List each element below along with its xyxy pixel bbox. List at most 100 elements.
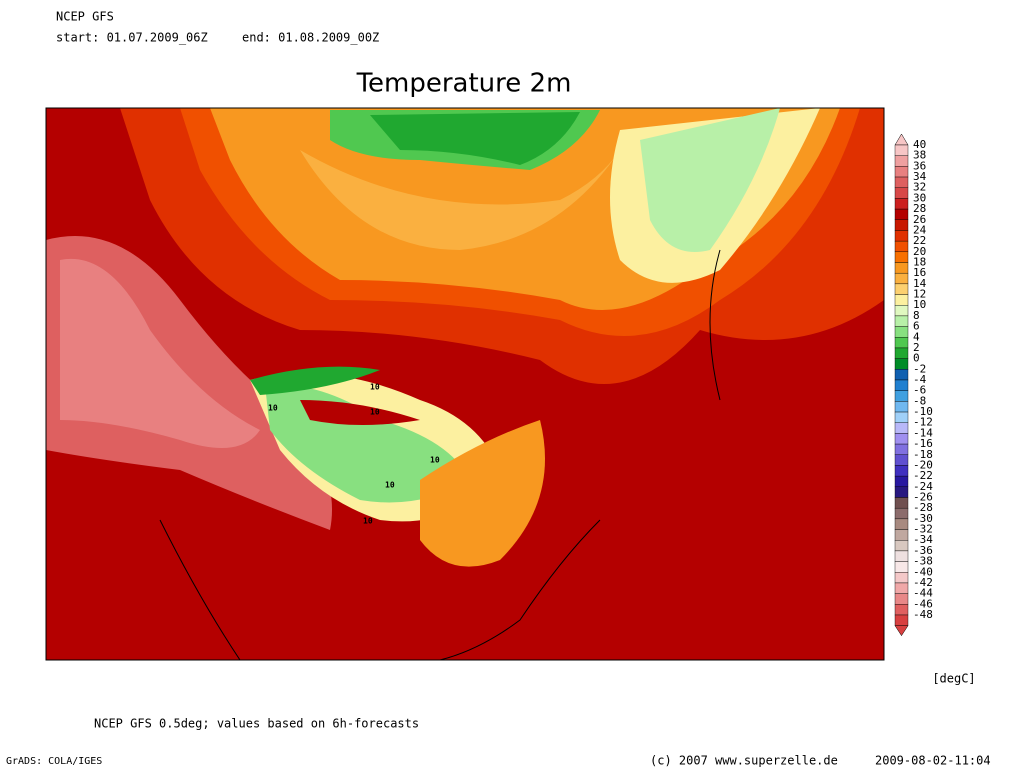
colorbar-label: 22 <box>913 234 926 247</box>
colorbar-swatch <box>894 326 909 338</box>
colorbar-label: -16 <box>913 437 933 450</box>
colorbar-swatch <box>894 379 909 391</box>
map: 10 10 10 10 10 10 <box>45 107 885 661</box>
colorbar-swatch <box>894 390 909 402</box>
colorbar-swatch <box>894 518 909 530</box>
colorbar-label: -22 <box>913 469 933 482</box>
colorbar-label: -26 <box>913 491 933 504</box>
temperature-field <box>640 108 780 252</box>
contour-label: 10 <box>370 383 380 392</box>
colorbar-swatch <box>894 454 909 466</box>
software-credit: GrADS: COLA/IGES <box>6 756 102 767</box>
colorbar-swatch <box>894 443 909 455</box>
colorbar-swatch <box>894 497 909 509</box>
colorbar-label: 12 <box>913 288 926 301</box>
colorbar-label: -20 <box>913 458 933 471</box>
colorbar-label: 16 <box>913 266 926 279</box>
colorbar-swatch <box>894 176 909 188</box>
colorbar-swatch <box>894 251 909 263</box>
colorbar-swatch <box>894 422 909 434</box>
colorbar-swatch <box>894 593 909 605</box>
colorbar-label: -42 <box>913 576 933 589</box>
colorbar-label: -34 <box>913 533 933 546</box>
model-name: NCEP GFS <box>56 10 114 24</box>
coastline <box>159 519 241 660</box>
colorbar-label: -24 <box>913 480 933 493</box>
colorbar-swatch <box>894 155 909 167</box>
colorbar-swatch <box>894 614 909 626</box>
colorbar-label: -4 <box>913 373 927 386</box>
timestamp: 2009-08-02-11:04 <box>875 754 991 768</box>
contour-label: 10 <box>363 517 373 526</box>
colorbar-swatch <box>894 166 909 178</box>
contour-label: 10 <box>268 404 278 413</box>
colorbar: 4038363432302826242220181614121086420-2-… <box>894 133 933 637</box>
colorbar-swatch <box>894 411 909 423</box>
colorbar-swatch <box>894 582 909 594</box>
colorbar-swatch <box>894 529 909 541</box>
colorbar-label: -28 <box>913 501 933 514</box>
colorbar-swatch <box>894 294 909 306</box>
colorbar-swatch <box>894 198 909 210</box>
colorbar-label: -2 <box>913 362 926 375</box>
temperature-field <box>300 400 420 425</box>
colorbar-swatch <box>894 540 909 552</box>
colorbar-label: 20 <box>913 245 926 258</box>
colorbar-label: 40 <box>913 138 926 151</box>
coastline <box>439 519 601 660</box>
contour-label: 10 <box>430 456 440 465</box>
colorbar-label: 26 <box>913 213 926 226</box>
colorbar-swatch <box>894 358 909 370</box>
temperature-field <box>420 420 545 567</box>
colorbar-label: 32 <box>913 181 926 194</box>
temperature-field <box>300 150 620 250</box>
colorbar-label: -44 <box>913 587 933 600</box>
contour-label: 10 <box>370 408 380 417</box>
colorbar-label: -14 <box>913 426 933 439</box>
unit-label: [degC] <box>932 672 975 686</box>
colorbar-label: 0 <box>913 352 920 365</box>
colorbar-label: -40 <box>913 565 933 578</box>
colorbar-label: 10 <box>913 298 926 311</box>
temperature-field <box>370 112 580 165</box>
colorbar-label: -18 <box>913 448 933 461</box>
colorbar-label: 4 <box>913 330 920 343</box>
colorbar-label: 36 <box>913 159 926 172</box>
colorbar-label: -48 <box>913 608 933 621</box>
colorbar-label: 18 <box>913 256 926 269</box>
colorbar-swatch <box>894 507 909 520</box>
end-time: end: 01.08.2009_00Z <box>242 31 379 45</box>
colorbar-swatch <box>894 219 909 231</box>
colorbar-label: 30 <box>913 191 926 204</box>
colorbar-label: 14 <box>913 277 927 290</box>
colorbar-swatch <box>894 144 909 156</box>
colorbar-swatch <box>894 240 909 253</box>
colorbar-swatch <box>894 369 909 381</box>
start-time: start: 01.07.2009_06Z <box>56 31 208 45</box>
colorbar-swatch <box>894 315 909 327</box>
colorbar-label: -6 <box>913 384 926 397</box>
colorbar-swatch <box>894 561 909 573</box>
colorbar-label: 2 <box>913 341 920 354</box>
colorbar-swatch <box>894 305 909 317</box>
colorbar-label: -10 <box>913 405 933 418</box>
colorbar-swatch <box>894 572 909 584</box>
colorbar-swatch <box>894 230 909 242</box>
colorbar-swatch <box>894 262 909 274</box>
copyright: (c) 2007 www.superzelle.de <box>650 754 838 768</box>
colorbar-swatch <box>894 337 909 349</box>
colorbar-label: -30 <box>913 512 933 525</box>
colorbar-label: -46 <box>913 597 933 610</box>
colorbar-swatch <box>894 550 909 562</box>
temperature-field <box>250 366 380 395</box>
colorbar-swatch <box>894 465 909 477</box>
colorbar-swatch <box>894 283 909 295</box>
colorbar-swatch <box>894 347 909 359</box>
coastline <box>709 249 721 401</box>
colorbar-label: -12 <box>913 416 933 429</box>
map-frame <box>45 107 885 661</box>
colorbar-label: 34 <box>913 170 927 183</box>
map-title: Temperature 2m <box>356 69 572 99</box>
colorbar-swatch <box>894 208 909 220</box>
